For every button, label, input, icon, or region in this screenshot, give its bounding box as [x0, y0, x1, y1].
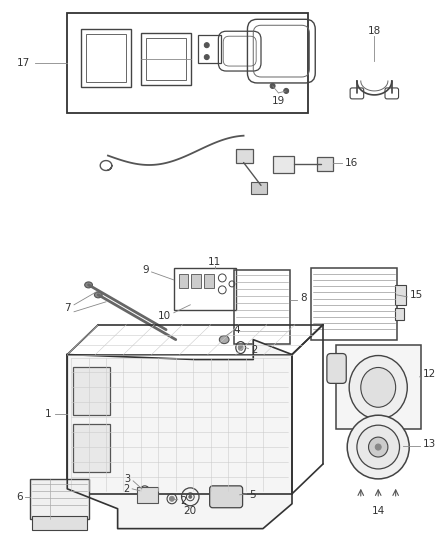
Text: 2: 2 — [123, 484, 129, 494]
Ellipse shape — [142, 488, 147, 494]
Bar — [67, 13, 307, 113]
Ellipse shape — [361, 367, 396, 407]
Ellipse shape — [170, 496, 174, 501]
Bar — [204, 274, 214, 288]
Bar — [174, 268, 236, 310]
Text: 19: 19 — [272, 96, 285, 106]
Text: 3: 3 — [124, 474, 130, 484]
Bar — [137, 487, 158, 503]
Text: 13: 13 — [423, 439, 436, 449]
Text: 7: 7 — [64, 303, 71, 313]
Bar — [86, 34, 126, 82]
Text: 17: 17 — [17, 58, 31, 68]
Bar — [179, 274, 188, 288]
Ellipse shape — [189, 495, 192, 498]
Text: 20: 20 — [184, 506, 197, 516]
Ellipse shape — [368, 437, 388, 457]
Bar — [73, 424, 110, 472]
Text: 18: 18 — [368, 26, 381, 36]
Ellipse shape — [238, 345, 243, 351]
Ellipse shape — [347, 415, 409, 479]
Bar — [272, 156, 294, 173]
Bar — [311, 268, 397, 340]
FancyBboxPatch shape — [210, 486, 243, 508]
Ellipse shape — [284, 88, 289, 93]
Text: 10: 10 — [158, 311, 171, 321]
Text: 5: 5 — [249, 490, 256, 500]
Text: 2: 2 — [180, 496, 187, 506]
Bar — [32, 516, 87, 530]
Bar — [251, 182, 267, 195]
Bar — [73, 367, 110, 415]
Ellipse shape — [219, 336, 229, 344]
Text: 14: 14 — [371, 506, 385, 516]
Bar — [234, 270, 290, 344]
Bar — [146, 38, 187, 80]
Ellipse shape — [270, 84, 275, 88]
Bar — [336, 345, 421, 429]
Text: 4: 4 — [234, 325, 240, 335]
Text: 2: 2 — [251, 344, 258, 354]
Bar — [317, 157, 333, 171]
Ellipse shape — [375, 444, 381, 450]
Ellipse shape — [357, 425, 399, 469]
Text: 11: 11 — [208, 257, 221, 267]
Bar — [191, 274, 201, 288]
Text: 8: 8 — [300, 293, 306, 303]
Polygon shape — [67, 340, 292, 529]
Bar — [31, 479, 88, 519]
Bar — [67, 354, 292, 494]
Ellipse shape — [85, 282, 92, 288]
Bar — [81, 29, 131, 87]
Bar — [395, 285, 406, 305]
Bar — [395, 308, 404, 320]
Text: 15: 15 — [410, 290, 424, 300]
Bar — [236, 149, 253, 163]
Text: 16: 16 — [345, 158, 359, 167]
Text: 6: 6 — [16, 492, 23, 502]
Text: 1: 1 — [45, 409, 52, 419]
Bar — [198, 35, 221, 63]
Ellipse shape — [205, 54, 209, 60]
Text: 9: 9 — [142, 265, 148, 275]
Ellipse shape — [94, 292, 102, 298]
FancyBboxPatch shape — [327, 353, 346, 383]
Text: 12: 12 — [423, 369, 436, 379]
Bar — [141, 33, 191, 85]
Ellipse shape — [205, 43, 209, 47]
Ellipse shape — [349, 356, 407, 419]
